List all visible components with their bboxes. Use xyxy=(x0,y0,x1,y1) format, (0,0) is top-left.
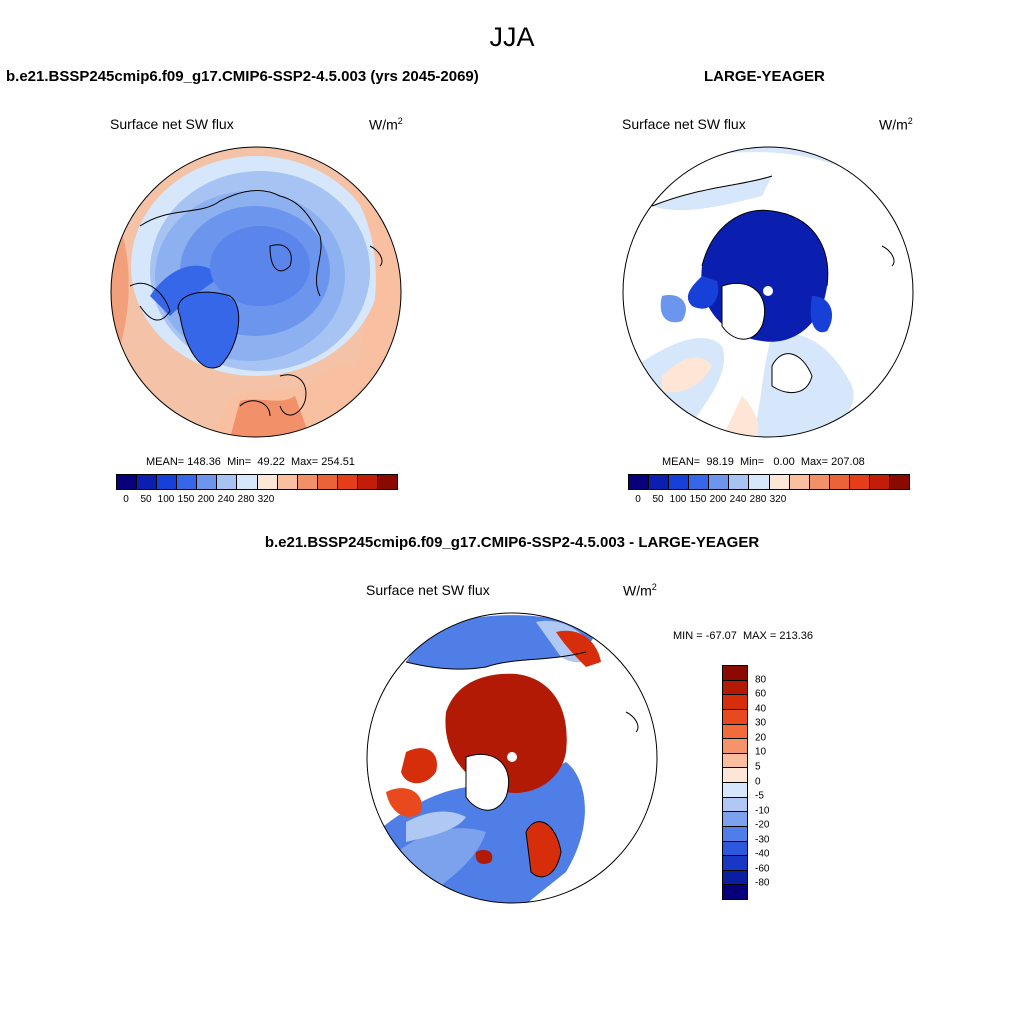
colorbar-swatch xyxy=(829,475,850,489)
colorbar-tick-label: 150 xyxy=(177,494,195,505)
colorbar-swatch xyxy=(297,475,318,489)
colorbar-swatch xyxy=(723,797,747,813)
panel2-stats: MEAN= 98.19 Min= 0.00 Max= 207.08 xyxy=(662,456,865,468)
panel2-case-title: LARGE-YEAGER xyxy=(704,68,825,85)
colorbar-swatch xyxy=(723,695,747,710)
colorbar-swatch xyxy=(890,475,910,489)
colorbar-swatch xyxy=(669,475,690,489)
colorbar-tick-label: 200 xyxy=(709,494,727,505)
colorbar-tick-label: 50 xyxy=(652,494,664,505)
colorbar-tick-label: 320 xyxy=(257,494,275,505)
colorbar-tick-label: 280 xyxy=(237,494,255,505)
colorbar-swatch xyxy=(337,475,358,489)
panel3-units-label: W/m2 xyxy=(623,582,657,599)
panel3-polar-map xyxy=(366,612,658,904)
colorbar-tick-label: -20 xyxy=(755,819,770,831)
panel3-minmax: MIN = -67.07 MAX = 213.36 xyxy=(673,630,814,642)
panel3-variable-label: Surface net SW flux xyxy=(366,582,490,598)
panel1-polar-map xyxy=(110,146,402,438)
panel1-case-title: b.e21.BSSP245cmip6.f09_g17.CMIP6-SSP2-4.… xyxy=(6,68,479,85)
colorbar-swatch xyxy=(177,475,198,489)
colorbar-swatch xyxy=(723,841,747,857)
colorbar-swatch xyxy=(378,475,398,489)
colorbar-swatch xyxy=(117,475,138,489)
colorbar-tick-label: 40 xyxy=(755,703,767,715)
colorbar-tick-label: 30 xyxy=(755,717,767,729)
colorbar-tick-label: -10 xyxy=(755,805,770,817)
colorbar-swatch xyxy=(317,475,338,489)
panel3-case-title: b.e21.BSSP245cmip6.f09_g17.CMIP6-SSP2-4.… xyxy=(264,534,760,551)
colorbar-swatch xyxy=(723,680,747,696)
panel1-variable-label: Surface net SW flux xyxy=(110,116,234,132)
panel1-units-label: W/m2 xyxy=(369,116,403,133)
colorbar-swatch xyxy=(809,475,830,489)
main-title: JJA xyxy=(489,22,535,52)
colorbar-tick-label: 240 xyxy=(729,494,747,505)
colorbar-tick-label: 0 xyxy=(123,494,129,505)
colorbar-swatch xyxy=(157,475,178,489)
colorbar-tick-label: 80 xyxy=(755,674,767,686)
colorbar-swatch xyxy=(723,739,747,754)
colorbar-tick-label: -40 xyxy=(755,848,770,860)
colorbar-swatch xyxy=(237,475,258,489)
colorbar-swatch xyxy=(649,475,670,489)
colorbar-swatch xyxy=(723,768,747,783)
colorbar-tick-label: -80 xyxy=(755,877,770,889)
colorbar-swatch xyxy=(357,475,379,489)
colorbar-tick-label: 200 xyxy=(197,494,215,505)
colorbar-tick-label: 50 xyxy=(140,494,152,505)
colorbar-swatch xyxy=(723,666,747,681)
colorbar-swatch xyxy=(723,709,747,725)
colorbar-swatch xyxy=(749,475,770,489)
colorbar-tick-label: 320 xyxy=(769,494,787,505)
colorbar-swatch xyxy=(769,475,790,489)
colorbar-tick-label: 10 xyxy=(755,746,767,758)
colorbar-swatch xyxy=(723,724,747,740)
colorbar-tick-label: -60 xyxy=(755,863,770,875)
colorbar-swatch xyxy=(217,475,238,489)
colorbar-swatch xyxy=(723,885,747,899)
colorbar-swatch xyxy=(277,475,298,489)
panel2-variable-label: Surface net SW flux xyxy=(622,116,746,132)
colorbar-swatch xyxy=(709,475,730,489)
panel1-colorbar xyxy=(116,474,398,490)
colorbar-swatch xyxy=(723,856,747,871)
colorbar-tick-label: 20 xyxy=(755,732,767,744)
colorbar-tick-label: -5 xyxy=(755,790,764,802)
colorbar-swatch xyxy=(723,783,747,798)
colorbar-tick-label: 100 xyxy=(669,494,687,505)
colorbar-tick-label: 280 xyxy=(749,494,767,505)
panel2-polar-map xyxy=(622,146,914,438)
colorbar-tick-label: 150 xyxy=(689,494,707,505)
colorbar-swatch xyxy=(137,475,158,489)
colorbar-swatch xyxy=(789,475,810,489)
colorbar-swatch xyxy=(869,475,891,489)
colorbar-tick-label: 0 xyxy=(755,776,761,787)
colorbar-swatch xyxy=(257,475,278,489)
colorbar-swatch xyxy=(723,870,747,886)
colorbar-swatch xyxy=(723,753,747,769)
colorbar-tick-label: -30 xyxy=(755,834,770,846)
colorbar-tick-label: 60 xyxy=(755,688,767,700)
colorbar-tick-label: 5 xyxy=(755,761,761,773)
panel2-colorbar xyxy=(628,474,910,490)
colorbar-swatch xyxy=(723,812,747,827)
panel3-colorbar xyxy=(722,665,748,900)
colorbar-swatch xyxy=(849,475,870,489)
colorbar-swatch xyxy=(689,475,710,489)
colorbar-swatch xyxy=(723,826,747,842)
colorbar-swatch xyxy=(197,475,218,489)
colorbar-tick-label: 240 xyxy=(217,494,235,505)
panel2-units-label: W/m2 xyxy=(879,116,913,133)
colorbar-swatch xyxy=(629,475,650,489)
colorbar-swatch xyxy=(729,475,750,489)
colorbar-tick-label: 100 xyxy=(157,494,175,505)
panel1-stats: MEAN= 148.36 Min= 49.22 Max= 254.51 xyxy=(146,456,355,468)
panel3-colorbar-labels: 80 60 40 30 20 10 5 0 -5 -10 -20 -30 -40 -60 -80 xyxy=(755,665,795,898)
colorbar-tick-label: 0 xyxy=(635,494,641,505)
